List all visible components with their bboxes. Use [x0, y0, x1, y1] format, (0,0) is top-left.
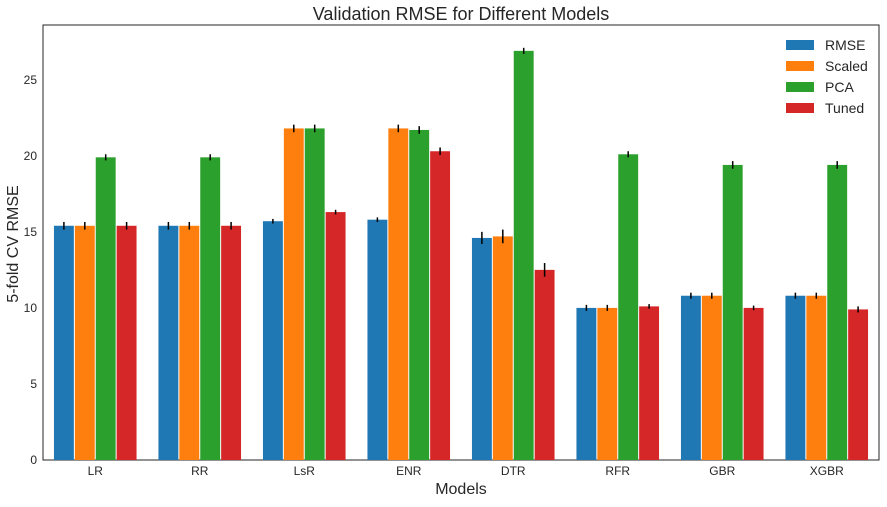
legend-swatch-tuned [786, 103, 814, 113]
bar-rmse-enr [367, 219, 388, 460]
bar-scaled-gbr [701, 295, 722, 460]
legend-label-rmse: RMSE [825, 37, 865, 53]
bar-pca-gbr [722, 164, 743, 461]
x-tick-label: LsR [294, 464, 316, 478]
plot-area: 0 5 10 15 20 25 LR RR LsR ENR DTR RFR GBR XGBR [24, 24, 880, 478]
bar-pca-xgbr [827, 164, 848, 461]
bar-tuned-enr [430, 151, 451, 460]
bar-scaled-rfr [597, 307, 618, 460]
x-tick-label: RR [191, 464, 209, 478]
bar-pca-enr [409, 129, 430, 460]
bar-scaled-rr [179, 225, 200, 460]
bar-rmse-lsr [262, 221, 283, 460]
x-tick-label: RFR [605, 464, 630, 478]
y-tick-label: 0 [30, 453, 37, 467]
bar-tuned-xgbr [848, 309, 869, 460]
legend-swatch-rmse [786, 40, 814, 50]
bar-rmse-lr [53, 225, 74, 460]
bar-rmse-dtr [471, 237, 492, 460]
bar-tuned-dtr [534, 269, 555, 460]
bar-pca-rr [200, 157, 221, 460]
bar-scaled-xgbr [806, 295, 827, 460]
legend-label-tuned: Tuned [825, 100, 864, 116]
x-tick-label: ENR [396, 464, 422, 478]
bar-tuned-lsr [325, 212, 346, 460]
x-tick-label: GBR [709, 464, 735, 478]
bar-tuned-lr [116, 225, 137, 460]
bar-pca-lr [95, 157, 116, 460]
bar-scaled-lr [74, 225, 95, 460]
axes-frame [42, 24, 880, 461]
bar-rmse-xgbr [785, 295, 806, 460]
bar-tuned-rfr [639, 306, 660, 460]
y-tick-label: 25 [24, 73, 38, 87]
bar-scaled-dtr [492, 236, 513, 460]
bar-tuned-gbr [743, 307, 764, 460]
bar-rmse-rr [158, 225, 179, 460]
bar-tuned-rr [221, 225, 242, 460]
legend-swatch-scaled [786, 61, 814, 71]
y-tick-label: 20 [24, 149, 38, 163]
y-tick-label: 15 [24, 225, 38, 239]
bar-scaled-enr [388, 128, 409, 460]
legend-label-pca: PCA [825, 79, 854, 95]
legend: RMSE Scaled PCA Tuned [786, 37, 868, 116]
bar-pca-lsr [304, 128, 325, 460]
bar-rmse-gbr [680, 295, 701, 460]
y-axis-label: 5-fold CV RMSE [5, 185, 22, 302]
x-tick-label: LR [88, 464, 104, 478]
bar-pca-dtr [513, 50, 534, 461]
x-tick-label: DTR [501, 464, 526, 478]
bar-scaled-lsr [283, 128, 304, 460]
y-tick-label: 10 [24, 301, 38, 315]
chart-title: Validation RMSE for Different Models [313, 4, 609, 24]
x-axis-label: Models [435, 481, 487, 498]
y-tick-label: 5 [30, 377, 37, 391]
legend-label-scaled: Scaled [825, 58, 868, 74]
bar-rmse-rfr [576, 307, 597, 460]
bar-pca-rfr [618, 154, 639, 461]
x-tick-label: XGBR [810, 464, 844, 478]
legend-swatch-pca [786, 82, 814, 92]
